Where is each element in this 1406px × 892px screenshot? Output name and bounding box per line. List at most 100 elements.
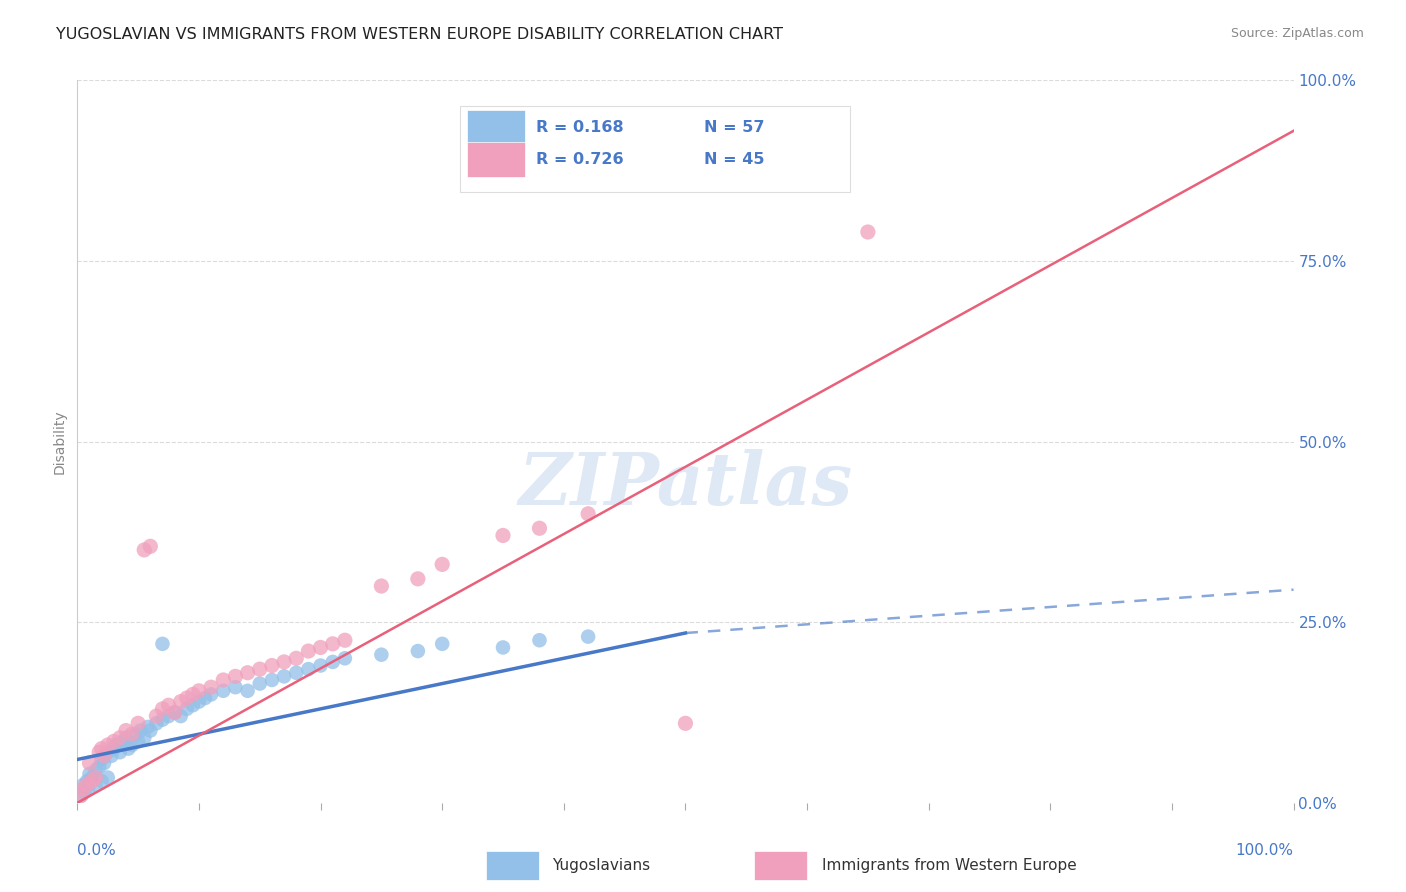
Point xyxy=(105,738,128,752)
Point xyxy=(181,687,204,701)
Point xyxy=(79,756,101,770)
Point xyxy=(90,774,112,789)
Point xyxy=(529,521,551,535)
FancyBboxPatch shape xyxy=(460,105,849,193)
Point xyxy=(121,738,143,752)
Point xyxy=(212,673,235,687)
Point xyxy=(108,731,131,745)
Point xyxy=(136,720,159,734)
Point xyxy=(249,676,271,690)
Point xyxy=(285,651,308,665)
Point xyxy=(70,789,93,803)
Point xyxy=(322,637,344,651)
Point xyxy=(236,683,259,698)
Point xyxy=(112,734,135,748)
Point xyxy=(322,655,344,669)
Point xyxy=(84,778,107,792)
Text: Yugoslavians: Yugoslavians xyxy=(551,858,650,873)
Point xyxy=(108,745,131,759)
Point xyxy=(84,771,107,785)
Point xyxy=(139,539,162,553)
Point xyxy=(406,572,429,586)
Point xyxy=(176,702,198,716)
Point xyxy=(297,644,319,658)
Point xyxy=(117,741,139,756)
Point xyxy=(285,665,308,680)
Point xyxy=(100,748,122,763)
Point xyxy=(152,702,174,716)
Point xyxy=(93,756,115,770)
Text: R = 0.168: R = 0.168 xyxy=(536,120,623,135)
Text: N = 57: N = 57 xyxy=(703,120,765,135)
Point xyxy=(176,691,198,706)
Point xyxy=(309,640,332,655)
Point xyxy=(309,658,332,673)
Point xyxy=(93,748,115,763)
Point xyxy=(115,731,138,745)
Y-axis label: Disability: Disability xyxy=(52,409,66,474)
Point xyxy=(163,706,186,720)
Point xyxy=(157,698,180,713)
Text: 0.0%: 0.0% xyxy=(77,843,117,857)
FancyBboxPatch shape xyxy=(467,110,524,145)
Text: YUGOSLAVIAN VS IMMIGRANTS FROM WESTERN EUROPE DISABILITY CORRELATION CHART: YUGOSLAVIAN VS IMMIGRANTS FROM WESTERN E… xyxy=(56,27,783,42)
Point xyxy=(157,709,180,723)
Point xyxy=(675,716,697,731)
Point xyxy=(76,778,98,792)
Point xyxy=(127,716,149,731)
Point xyxy=(273,655,295,669)
Point xyxy=(430,637,453,651)
Point xyxy=(103,741,125,756)
Text: 100.0%: 100.0% xyxy=(1236,843,1294,857)
Point xyxy=(72,778,94,792)
Point xyxy=(73,785,96,799)
Point xyxy=(576,507,599,521)
Point xyxy=(129,723,152,738)
Point xyxy=(370,579,392,593)
Point xyxy=(273,669,295,683)
Point xyxy=(260,658,283,673)
Point xyxy=(97,738,120,752)
Point xyxy=(115,723,138,738)
Point xyxy=(84,764,107,778)
Point xyxy=(145,709,167,723)
Point xyxy=(163,706,186,720)
Point xyxy=(224,680,246,694)
Point xyxy=(492,640,515,655)
Text: Source: ZipAtlas.com: Source: ZipAtlas.com xyxy=(1230,27,1364,40)
Point xyxy=(76,774,98,789)
Point xyxy=(90,741,112,756)
Point xyxy=(406,644,429,658)
FancyBboxPatch shape xyxy=(486,851,540,880)
Point xyxy=(125,727,148,741)
Text: Immigrants from Western Europe: Immigrants from Western Europe xyxy=(821,858,1077,873)
Text: N = 45: N = 45 xyxy=(703,153,765,168)
Point xyxy=(90,752,112,766)
Text: R = 0.726: R = 0.726 xyxy=(536,153,623,168)
Point xyxy=(77,781,100,796)
Point xyxy=(188,695,211,709)
Point xyxy=(297,662,319,676)
Point xyxy=(492,528,515,542)
Point xyxy=(127,734,149,748)
FancyBboxPatch shape xyxy=(467,143,524,178)
Point xyxy=(97,745,120,759)
Point xyxy=(200,687,222,701)
Point xyxy=(181,698,204,713)
Point xyxy=(121,727,143,741)
Point xyxy=(194,691,217,706)
Point xyxy=(134,731,156,745)
Point xyxy=(79,767,101,781)
Point xyxy=(333,633,356,648)
Point xyxy=(80,771,103,785)
Point xyxy=(576,630,599,644)
FancyBboxPatch shape xyxy=(754,851,807,880)
Point xyxy=(170,695,193,709)
Point xyxy=(236,665,259,680)
Point xyxy=(370,648,392,662)
Text: ZIPatlas: ZIPatlas xyxy=(519,450,852,520)
Point xyxy=(139,723,162,738)
Point xyxy=(430,558,453,572)
Point xyxy=(70,789,93,803)
Point xyxy=(200,680,222,694)
